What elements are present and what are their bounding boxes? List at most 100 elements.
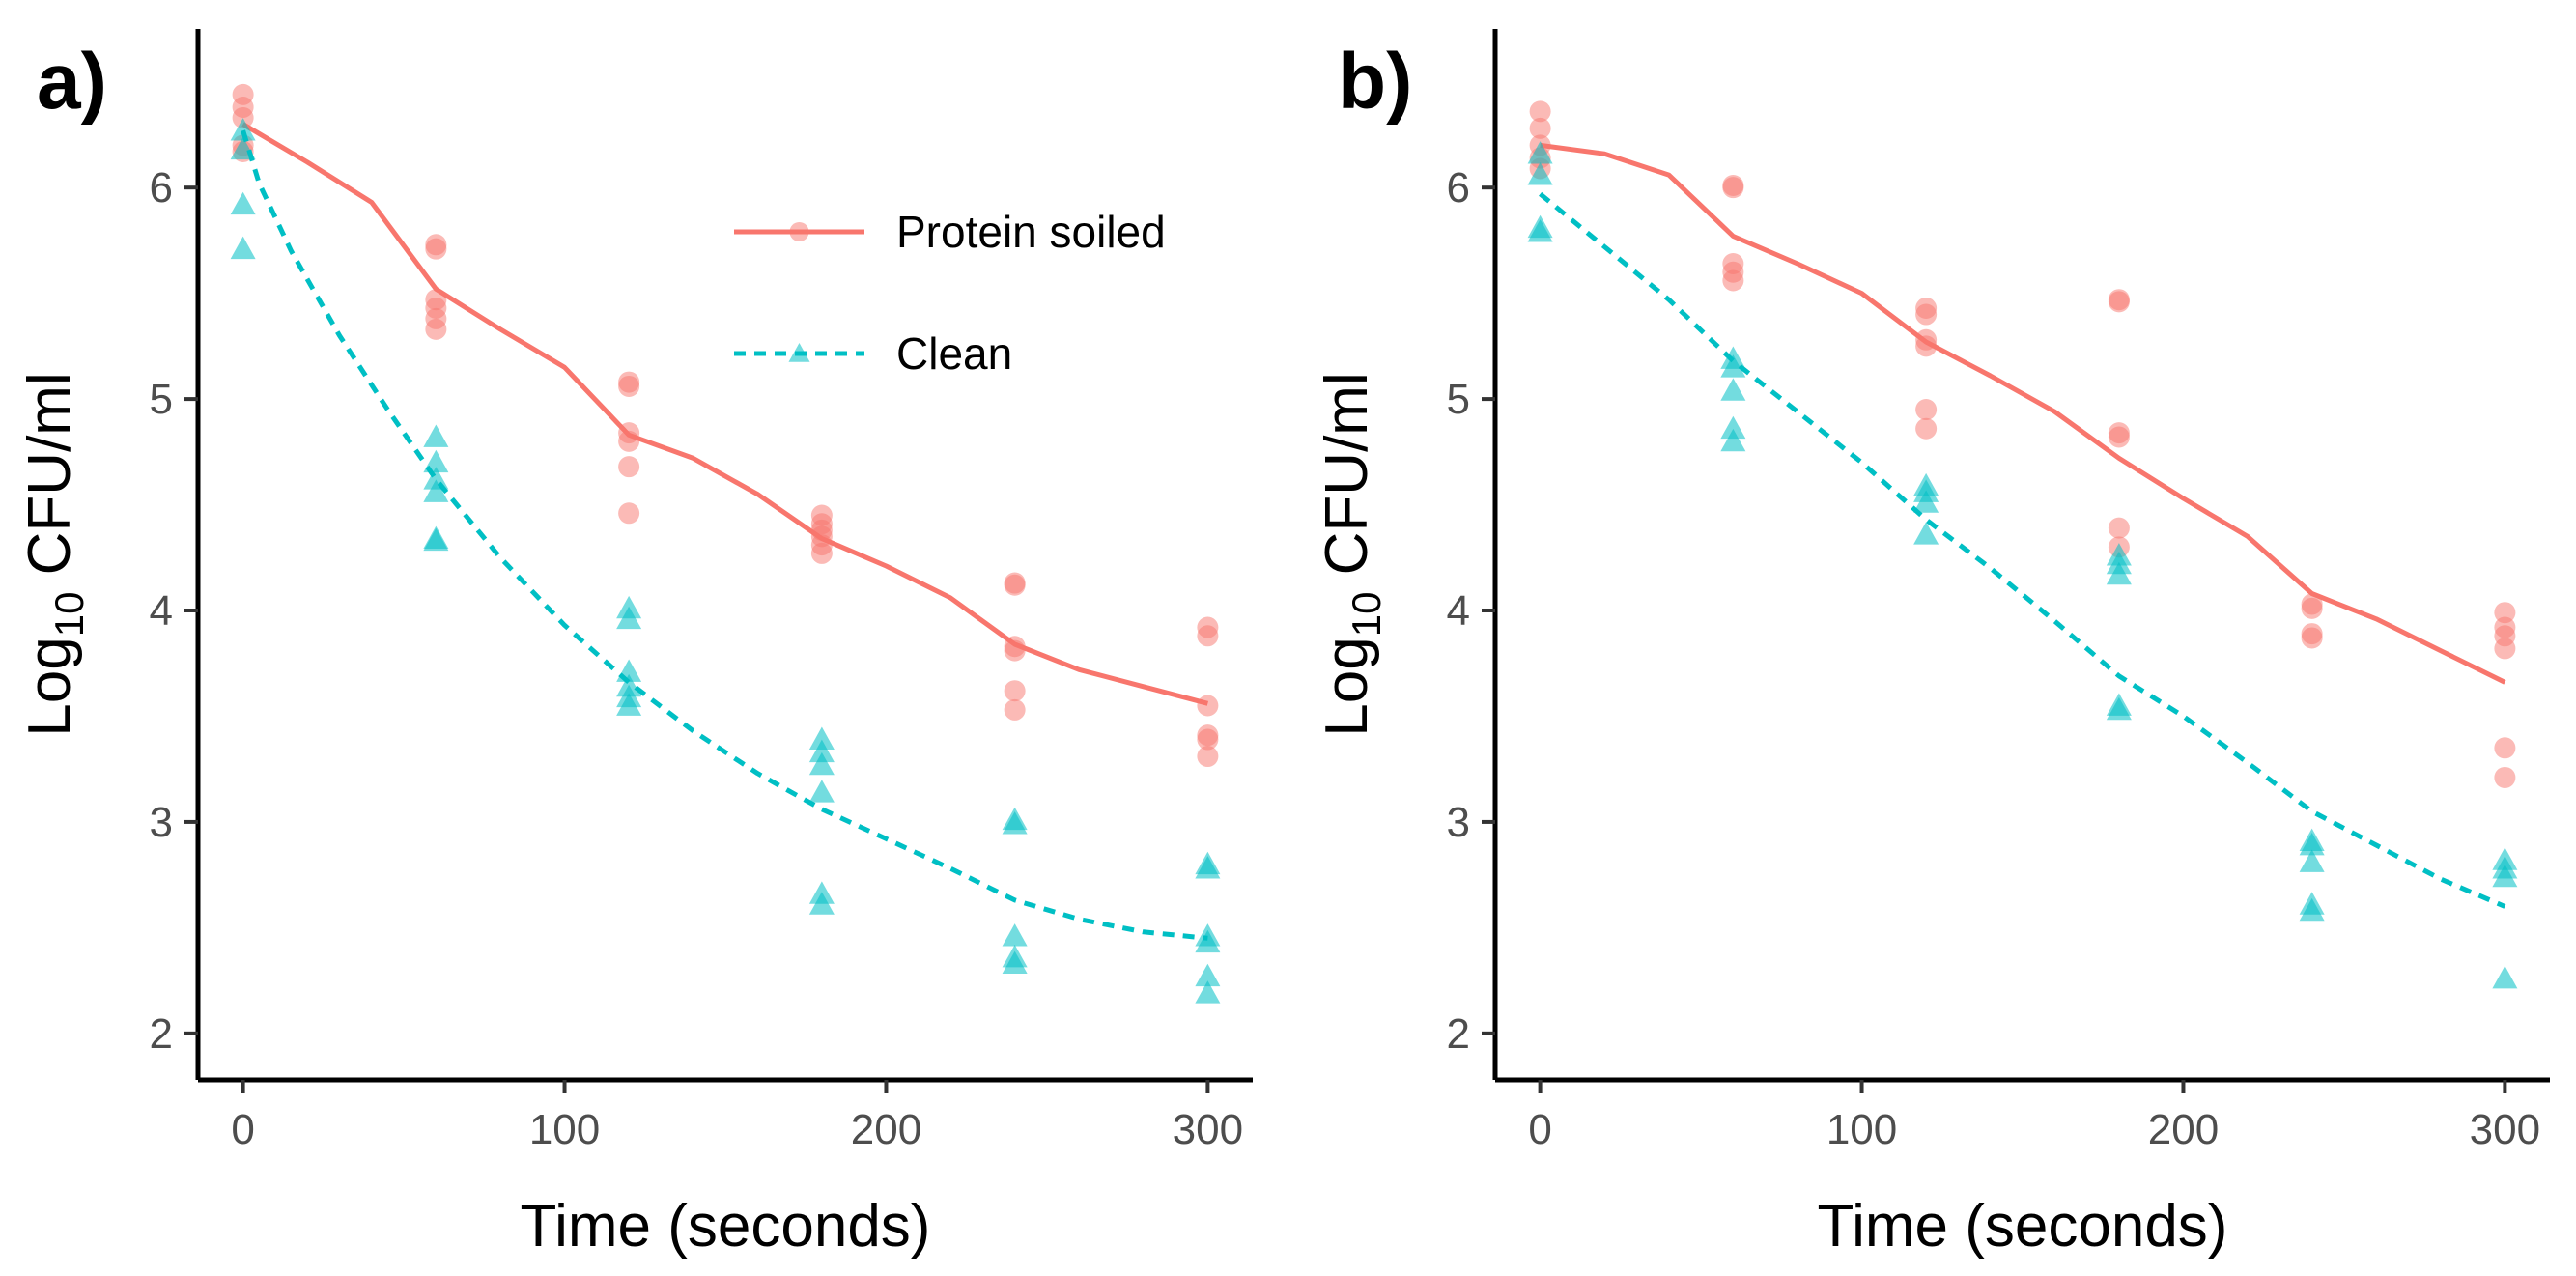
panel-a-label: a) bbox=[37, 38, 107, 126]
panel-a-protein-point bbox=[810, 542, 833, 564]
panel-b-protein-fit-line bbox=[1540, 142, 2506, 685]
panel-a-clean-point bbox=[1002, 923, 1028, 947]
panel-a-protein-point bbox=[1004, 698, 1026, 721]
panel-a-y-tick-label: 3 bbox=[150, 799, 173, 846]
panel-b-clean-point bbox=[2299, 897, 2325, 922]
panel-b-clean-point bbox=[2299, 833, 2325, 856]
panel-b-clean-point bbox=[1527, 219, 1553, 242]
panel-a-clean-point bbox=[616, 606, 642, 630]
panel-b-series-clean bbox=[1527, 141, 2518, 989]
panel-b-y-axis-title: Log10 CFU/ml bbox=[1314, 372, 1389, 736]
panel-b-protein-point bbox=[1915, 399, 1938, 421]
panel-a-x-tick-label: 100 bbox=[529, 1106, 600, 1153]
panel-a-x-tick-label: 0 bbox=[231, 1106, 254, 1153]
panel-b-protein-point bbox=[2494, 737, 2516, 759]
panel-a-clean-point bbox=[808, 739, 835, 763]
panel-b-protein-point bbox=[1915, 303, 1938, 326]
panel-a-clean-point bbox=[230, 191, 256, 215]
panel-a-clean-point bbox=[423, 449, 449, 473]
panel-a-protein-point bbox=[425, 318, 447, 340]
panel-a-y-tick-label: 4 bbox=[150, 587, 173, 635]
panel-b-protein-point bbox=[2108, 426, 2130, 448]
panel-a-protein-point bbox=[1004, 680, 1026, 702]
panel-a-clean-point bbox=[808, 892, 835, 915]
panel-a-clean-fit-line bbox=[241, 129, 1208, 941]
panel-b-clean-fit-line bbox=[1539, 191, 2506, 909]
panel-a-protein-point bbox=[618, 456, 640, 478]
panel-b-clean-point bbox=[1720, 428, 1746, 452]
panel-b-clean-point bbox=[1913, 490, 1939, 513]
panel-b: b) 2 3 4 5 6 0 100 200 300 Time (seconds) Log10 CFU… bbox=[1314, 29, 2550, 1260]
panel-a-y-axis-title: Log10 CFU/ml bbox=[16, 372, 92, 736]
panel-b-protein-point bbox=[2494, 766, 2516, 788]
panel-b-x-axis-title: Time (seconds) bbox=[1818, 1193, 2228, 1260]
panel-b-protein-point bbox=[1722, 269, 1744, 292]
panel-a-x-tick-label: 300 bbox=[1173, 1106, 1243, 1153]
panel-a-y-tick-label: 2 bbox=[150, 1010, 173, 1058]
panel-a-clean-point bbox=[616, 659, 642, 682]
panel-b-clean-point bbox=[1913, 522, 1939, 545]
panel-b-clean-point bbox=[1720, 354, 1746, 378]
panel-a-protein-point bbox=[232, 106, 254, 128]
panel-b-clean-point bbox=[2106, 561, 2132, 585]
panel-a-y-axis-title-subscript: 10 bbox=[46, 592, 92, 638]
panel-b-protein-point bbox=[1915, 417, 1938, 440]
panel-b-protein-point bbox=[2108, 291, 2130, 313]
panel-b-protein-point bbox=[1722, 177, 1744, 199]
panel-a-clean-point bbox=[230, 236, 256, 260]
panel-a-y-tick-label: 6 bbox=[150, 164, 173, 212]
panel-a-protein-point bbox=[1004, 574, 1026, 596]
panel-b-y-axis-title-prefix: Log bbox=[1314, 637, 1380, 736]
panel-b-protein-point bbox=[1915, 335, 1938, 357]
panel-b-protein-point bbox=[1529, 100, 1551, 123]
panel-a-clean-point bbox=[423, 424, 449, 447]
panel-b-x-tick-label: 300 bbox=[2470, 1106, 2540, 1153]
panel-a-protein-point bbox=[1197, 728, 1219, 751]
panel-b-y-tick-label: 2 bbox=[1447, 1010, 1470, 1058]
legend-label-protein: Protein soiled bbox=[896, 207, 1166, 257]
panel-a-protein-point bbox=[618, 375, 640, 397]
panel-a-y-axis-title-suffix: CFU/ml bbox=[16, 372, 83, 591]
panel-b-y-tick-label: 6 bbox=[1447, 164, 1470, 212]
panel-a-clean-point bbox=[1002, 811, 1028, 835]
panel-b-x-tick-label: 200 bbox=[2148, 1106, 2219, 1153]
panel-b-protein-point bbox=[2494, 638, 2516, 660]
panel-a-legend: Protein soiled Clean bbox=[734, 207, 1166, 379]
legend-marker-protein bbox=[789, 222, 809, 241]
panel-a-y-axis-title-prefix: Log bbox=[16, 637, 83, 736]
panel-a-protein-point bbox=[1004, 639, 1026, 662]
panel-b-x-tick-label: 100 bbox=[1826, 1106, 1897, 1153]
panel-a-protein-fit-line bbox=[241, 122, 1209, 706]
panel-b-y-axis-title-subscript: 10 bbox=[1344, 592, 1389, 638]
panel-b-clean-point bbox=[1720, 415, 1746, 440]
panel-a-protein-point bbox=[1197, 625, 1219, 647]
panel-b-y-axis-title-suffix: CFU/ml bbox=[1314, 372, 1380, 591]
panel-b-clean-point bbox=[2492, 864, 2518, 888]
panel-a-clean-point bbox=[808, 780, 835, 803]
panel-b-protein-point bbox=[2301, 627, 2323, 649]
panel-a-clean-point bbox=[808, 726, 835, 750]
legend-marker-clean bbox=[788, 343, 810, 362]
panel-b-series-protein bbox=[1529, 100, 2516, 788]
panel-b-protein-point bbox=[1529, 117, 1551, 139]
panel-b-y-tick-label: 4 bbox=[1447, 587, 1470, 635]
panel-a-clean-point bbox=[1195, 856, 1221, 879]
panel-a-protein-point bbox=[425, 238, 447, 260]
panel-a-clean-point bbox=[423, 527, 449, 552]
panel-a-clean-point bbox=[230, 136, 256, 160]
panel-a: a) 2 3 4 5 6 0 100 200 300 Time (seconds) Log10 CFU… bbox=[16, 29, 1253, 1260]
panel-a-protein-point bbox=[618, 430, 640, 452]
panel-b-clean-point bbox=[2299, 849, 2325, 872]
panel-b-clean-point bbox=[1527, 162, 1553, 185]
panel-a-clean-point bbox=[1195, 980, 1221, 1004]
panel-a-x-axis-title: Time (seconds) bbox=[521, 1193, 931, 1260]
panel-b-clean-point bbox=[2106, 696, 2132, 721]
panel-b-clean-point bbox=[1527, 141, 1553, 164]
panel-b-clean-point bbox=[2492, 965, 2518, 989]
panel-a-series-clean bbox=[230, 118, 1221, 1004]
panel-a-x-tick-label: 200 bbox=[851, 1106, 921, 1153]
panel-a-series-protein bbox=[232, 83, 1219, 768]
panel-a-clean-point bbox=[808, 751, 835, 776]
panel-a-y-tick-label: 5 bbox=[150, 376, 173, 423]
